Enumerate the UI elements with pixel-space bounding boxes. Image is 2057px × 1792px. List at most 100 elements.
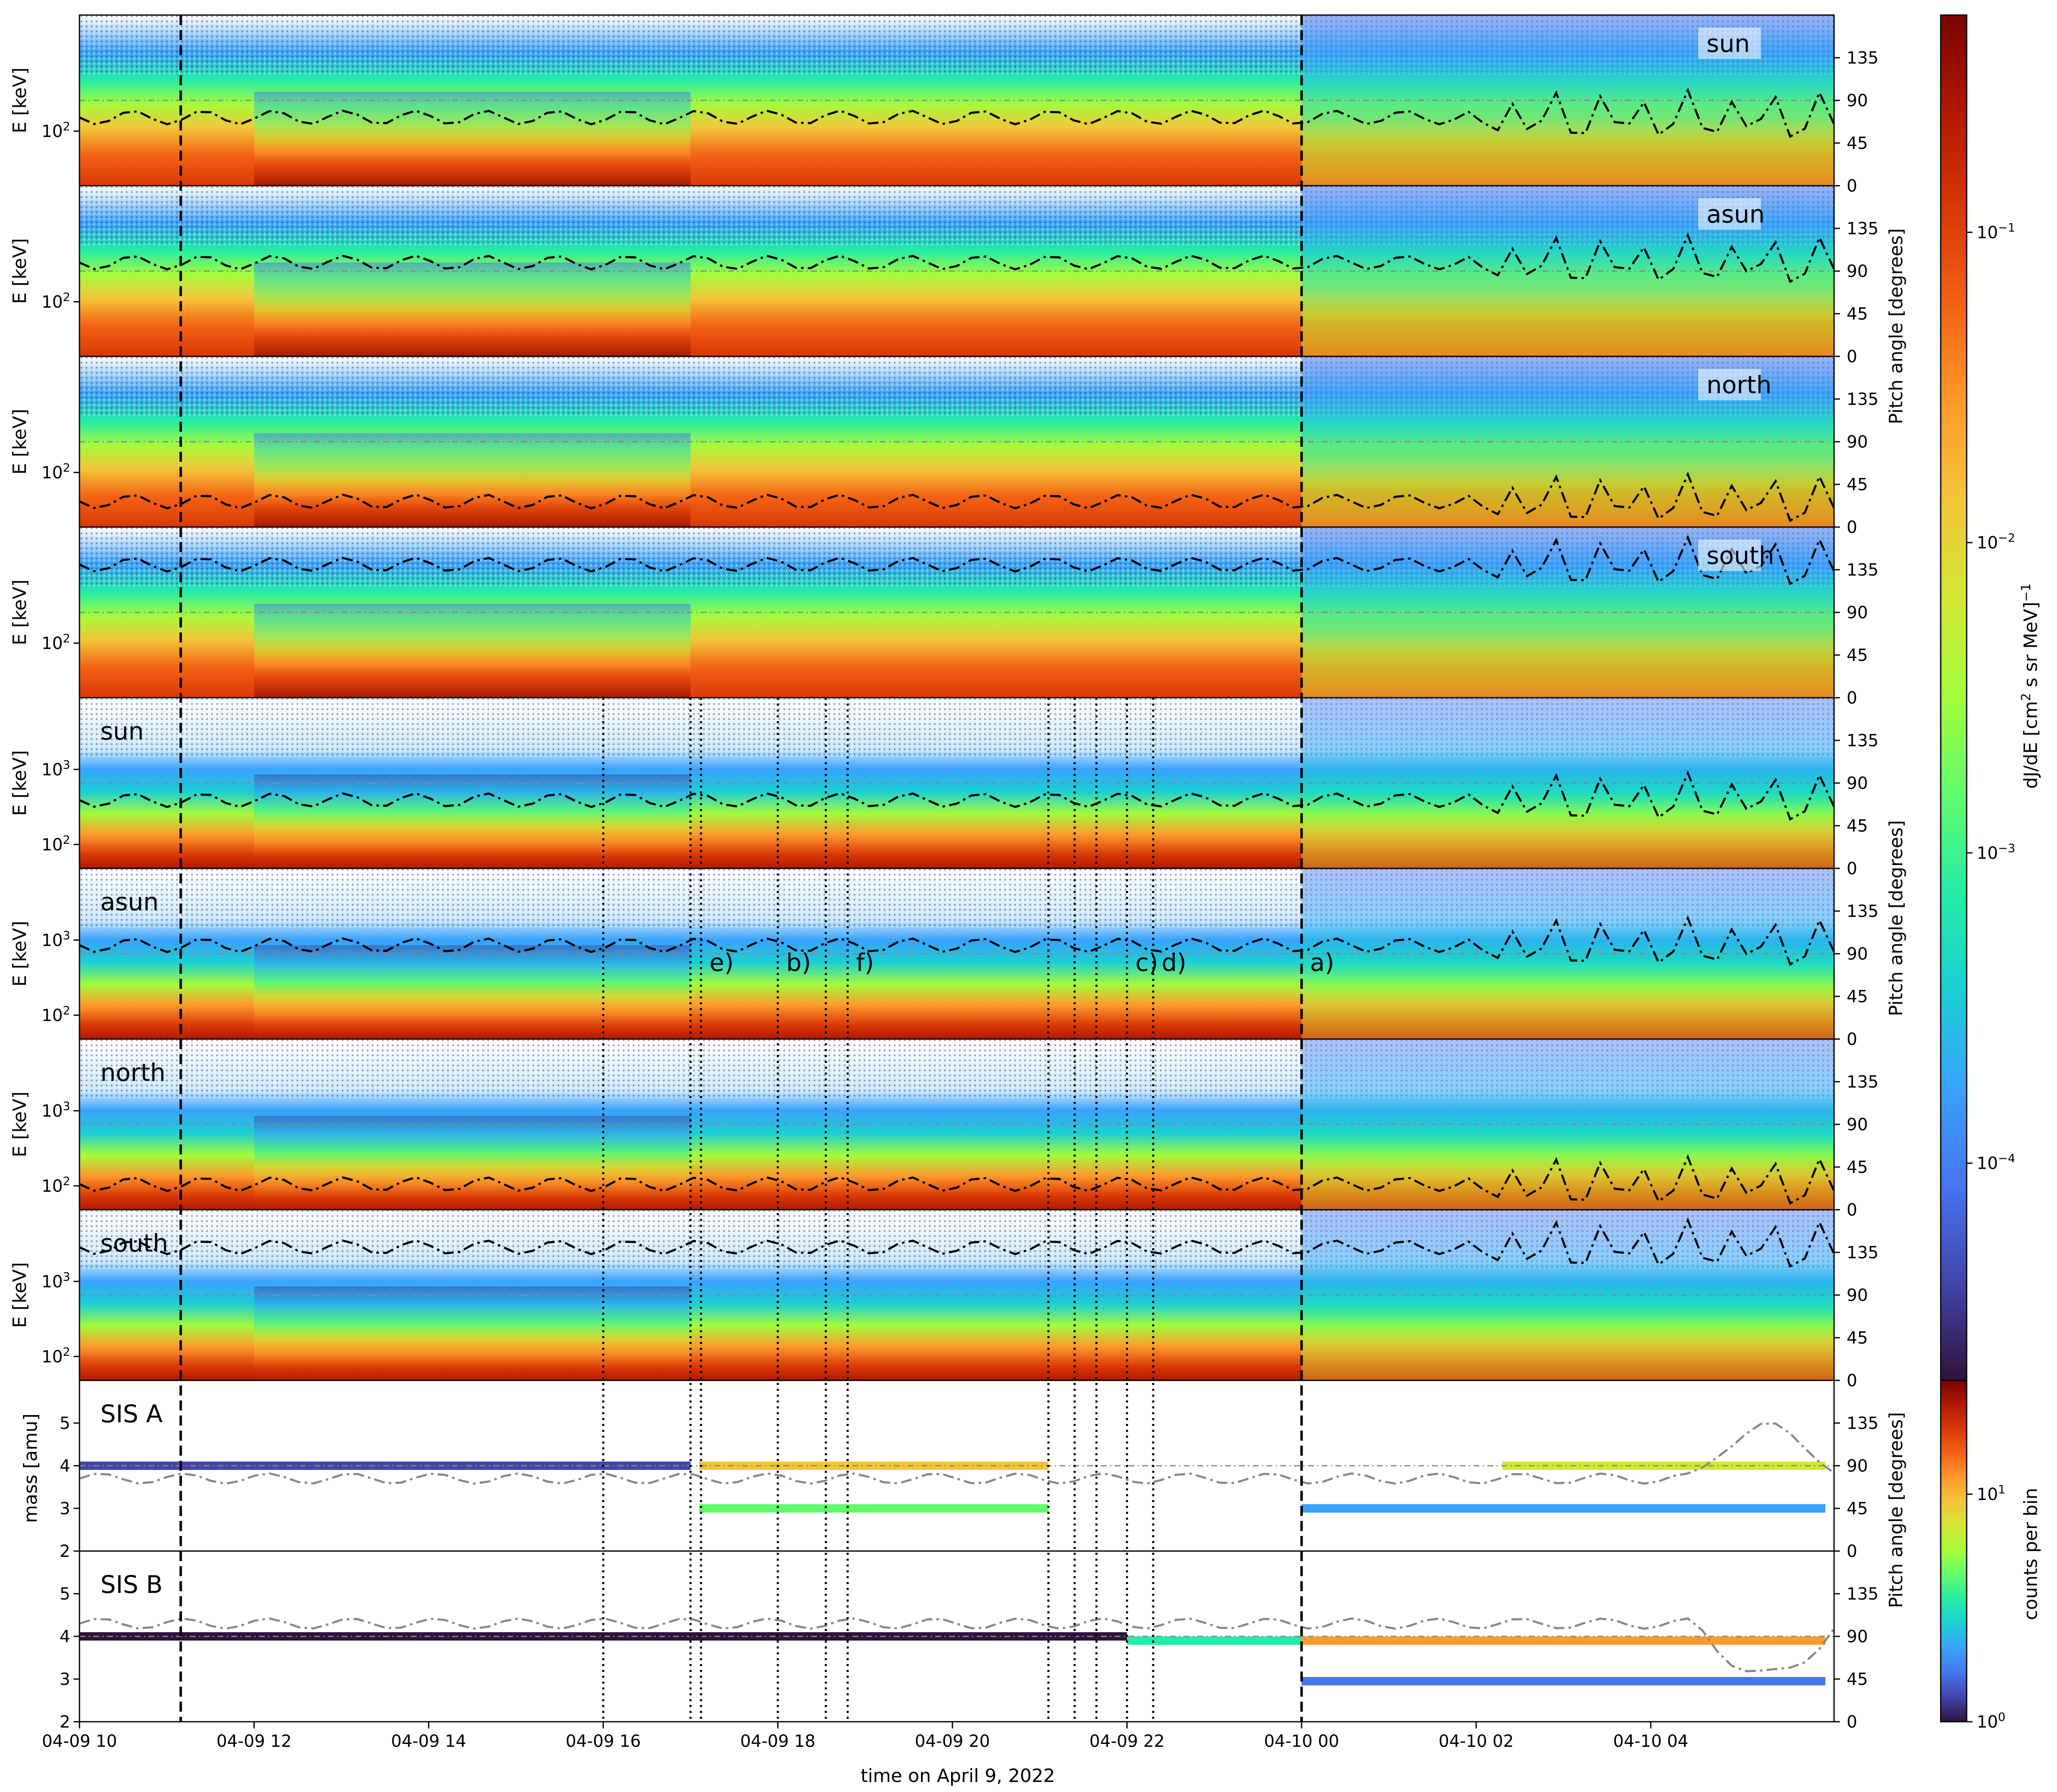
mass-tick-label: 4: [60, 1627, 70, 1646]
panel-label: asun: [1706, 200, 1765, 228]
mass-band: [1301, 1504, 1826, 1513]
energy-axis-label: E [keV]: [9, 238, 31, 304]
energy-axis-label: E [keV]: [9, 579, 31, 645]
pitch-angle-trace: [79, 87, 1835, 138]
pitch-tick-label: 90: [1847, 1457, 1868, 1476]
pitch-angle-axes: 0 45 90 135 0 45 90 135 0 45 90 135 0 45 90 135 0 45 90 135…: [1834, 49, 1878, 1732]
pitch-tick-label: 135: [1847, 731, 1878, 750]
event-label: d): [1162, 948, 1186, 977]
colorbar-tick-label: 10−4: [1977, 1152, 2015, 1173]
energy-tick-label: 103: [41, 1099, 70, 1121]
pitch-tick-label: 135: [1847, 1073, 1878, 1092]
pitch-tick-label: 0: [1847, 859, 1857, 878]
pitch-tick-label: 0: [1847, 518, 1857, 537]
pitch-tick-label: 45: [1847, 1499, 1868, 1518]
pitch-tick-label: 0: [1847, 1201, 1857, 1220]
pitch-angle-trace: [79, 1422, 1835, 1485]
pitch-tick-label: 0: [1847, 347, 1857, 366]
panel-label: asun: [100, 888, 159, 916]
pitch-angle-label-middle: Pitch angle [degrees]: [1886, 820, 1907, 1016]
pitch-angle-label-upper: Pitch angle [degrees]: [1886, 228, 1907, 425]
pitch-angle-trace: [79, 1617, 1835, 1672]
pitch-tick-label: 0: [1847, 1030, 1857, 1049]
panel-label-box: [1698, 369, 1761, 400]
event-label: b): [786, 948, 811, 977]
intensity-band: [254, 92, 691, 186]
energy-tick-label: 102: [41, 119, 70, 141]
time-tick-label: 04-10 02: [1438, 1732, 1514, 1751]
panel-label-box: [1698, 198, 1761, 230]
energy-axis-label: E [keV]: [9, 409, 31, 474]
pitch-tick-label: 45: [1847, 1670, 1868, 1689]
colorbar-counts-label: counts per bin: [2020, 1488, 2042, 1620]
energy-axis-label: E [keV]: [9, 67, 31, 133]
panel-label: SIS A: [100, 1400, 163, 1428]
event-label: a): [1310, 948, 1334, 977]
energy-axis-label: E [keV]: [9, 750, 31, 816]
pitch-tick-label: 0: [1847, 177, 1857, 196]
intensity-band: [254, 1116, 691, 1210]
event-label: c): [1135, 948, 1158, 977]
pitch-tick-label: 135: [1847, 49, 1878, 68]
pitch-angle-trace: [79, 471, 1835, 522]
mass-axis-label: mass [amu]: [20, 1413, 41, 1523]
mass-tick-label: 3: [60, 1499, 70, 1518]
mass-band: [699, 1504, 1049, 1513]
pitch-angle-label-lower: Pitch angle [degrees]: [1886, 1412, 1907, 1608]
energy-tick-label: 103: [41, 928, 70, 950]
energy-tick-label: 102: [41, 833, 70, 855]
pitch-tick-label: 0: [1847, 689, 1857, 708]
mass-band: [1301, 1677, 1826, 1686]
pitch-tick-label: 45: [1847, 305, 1868, 324]
mass-band: [1502, 1462, 1826, 1470]
time-tick-label: 04-09 14: [391, 1732, 466, 1751]
pitch-tick-label: 90: [1847, 945, 1868, 964]
time-tick-label: 04-10 00: [1264, 1732, 1339, 1751]
pitch-tick-label: 90: [1847, 262, 1868, 281]
colorbar-flux-label: dJ/dE [cm2 s sr MeV]−1: [2019, 583, 2042, 788]
pitch-tick-label: 90: [1847, 603, 1868, 622]
pitch-tick-label: 90: [1847, 1286, 1868, 1305]
pitch-tick-label: 45: [1847, 1158, 1868, 1177]
pitch-angle-trace: [79, 915, 1835, 966]
pitch-tick-label: 0: [1847, 1542, 1857, 1561]
time-tick-label: 04-09 12: [216, 1732, 292, 1751]
colorbar-tick-label: 10−3: [1977, 841, 2015, 863]
pitch-tick-label: 135: [1847, 902, 1878, 921]
colorbar-tick-label: 101: [1977, 1482, 2006, 1504]
energy-tick-label: 102: [41, 1004, 70, 1025]
panel-label: north: [1706, 371, 1772, 399]
energy-tick-label: 102: [41, 1345, 70, 1367]
pitch-tick-label: 90: [1847, 774, 1868, 793]
energy-tick-label: 102: [41, 290, 70, 312]
pitch-angle-trace: [79, 233, 1835, 283]
time-axis: 04-09 10 04-09 12 04-09 14 04-09 16 04-09 18…: [42, 1722, 1689, 1751]
event-label: e): [709, 948, 734, 977]
intensity-band: [254, 945, 691, 1039]
event-label: f): [856, 948, 874, 977]
time-tick-label: 04-09 10: [42, 1732, 117, 1751]
time-tick-label: 04-09 20: [915, 1732, 990, 1751]
pitch-tick-label: 0: [1847, 1713, 1857, 1732]
intensity-band: [254, 262, 691, 356]
energy-axis-label: E [keV]: [9, 1091, 31, 1157]
x-axis-label: time on April 9, 2022: [861, 1765, 1055, 1787]
pitch-tick-label: 135: [1847, 1243, 1878, 1262]
energy-tick-label: 102: [41, 631, 70, 653]
pitch-angle-trace: [79, 1217, 1835, 1268]
energy-axes: E [keV] 102 sun E [keV] 102 asun E [keV] 102 nor…: [9, 28, 1774, 1732]
pitch-tick-label: 135: [1847, 1414, 1878, 1433]
spectrogram-panels: [79, 15, 1835, 1722]
pitch-tick-label: 135: [1847, 561, 1878, 580]
time-tick-label: 04-09 18: [740, 1732, 816, 1751]
energy-axis-label: E [keV]: [9, 1262, 31, 1328]
pitch-tick-label: 135: [1847, 1585, 1878, 1604]
mass-band: [1127, 1636, 1302, 1645]
pitch-tick-label: 90: [1847, 1627, 1868, 1646]
colorbar-tick-label: 10−1: [1977, 220, 2015, 242]
panel-label: sun: [1706, 29, 1750, 58]
pitch-tick-label: 45: [1847, 475, 1868, 494]
energy-tick-label: 102: [41, 1174, 70, 1196]
colorbar-tick-label: 10−2: [1977, 531, 2015, 553]
intensity-band: [254, 604, 691, 698]
